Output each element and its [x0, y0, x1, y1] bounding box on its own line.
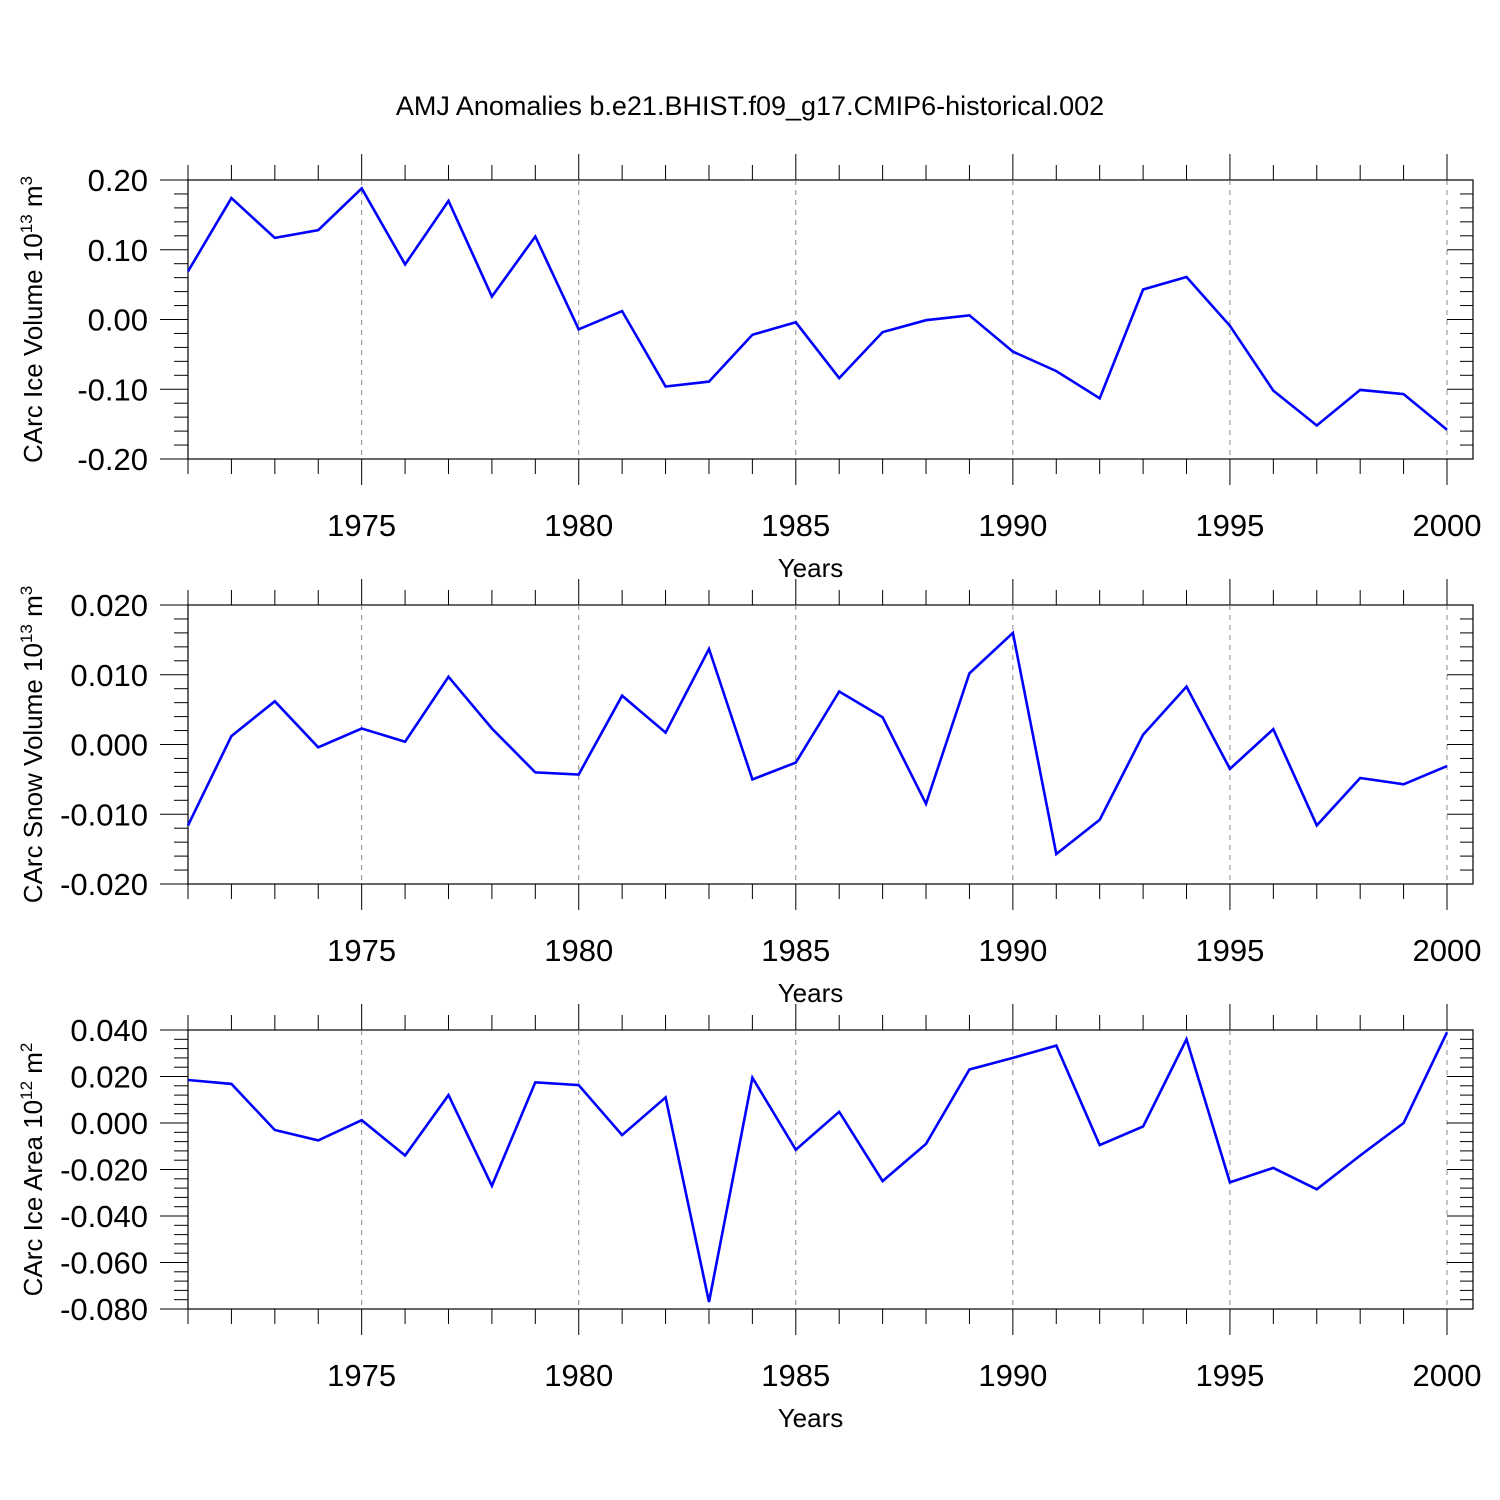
y-tick-label: -0.040	[60, 1199, 148, 1234]
y-tick-label: -0.020	[60, 1153, 148, 1188]
series-line-1	[186, 186, 1448, 431]
x-tick-label: 1985	[761, 508, 830, 543]
y-tick-label: -0.020	[60, 867, 148, 902]
x-tick-label: 1985	[761, 933, 830, 968]
chart-panel-2: 0.020 0.010 0.000 -0.010 -0.020 1975 1980 1985 1…	[17, 579, 1481, 1008]
series-line-1	[186, 630, 1448, 857]
x-tick-label: 1990	[978, 933, 1047, 968]
x-tick-label: 1980	[544, 933, 613, 968]
x-tick-label: 2000	[1413, 508, 1482, 543]
y-tick-label: 0.010	[70, 658, 148, 693]
y-tick-label: 0.020	[70, 1060, 148, 1095]
x-tick-label: 1985	[761, 1358, 830, 1393]
y-tick-label: 0.020	[70, 588, 148, 623]
x-tick-label: 1975	[327, 508, 396, 543]
y-tick-label: 0.000	[70, 1106, 148, 1141]
y-tick-label: -0.20	[77, 442, 148, 477]
x-tick-label: 1990	[978, 1358, 1047, 1393]
y-axis-label: CArc Ice Area 1012 m2	[17, 1043, 48, 1297]
x-tick-label: 1980	[544, 508, 613, 543]
x-axis-label: Years	[778, 978, 844, 1008]
y-tick-label: -0.010	[60, 797, 148, 832]
y-tick-label: -0.060	[60, 1246, 148, 1281]
y-tick-label: 0.10	[88, 233, 148, 268]
y-tick-label: 0.000	[70, 728, 148, 763]
x-tick-label: 1975	[327, 933, 396, 968]
series-line-1	[187, 1031, 1449, 1303]
y-tick-label: -0.080	[60, 1292, 148, 1327]
y-tick-label: 0.20	[88, 163, 148, 198]
y-tick-label: 0.040	[70, 1013, 148, 1048]
plot-frame	[187, 1029, 1474, 1310]
x-tick-label: 1995	[1195, 933, 1264, 968]
y-axis-label: CArc Snow Volume 1013 m3	[17, 586, 48, 903]
x-tick-label: 1995	[1195, 508, 1264, 543]
chart-panel-3: 0.040 0.020 0.000 -0.020 -0.040 -0.060 -0.080 1…	[17, 1004, 1481, 1433]
y-tick-label: 0.00	[88, 303, 148, 338]
x-axis-label: Years	[778, 553, 844, 583]
chart-panel-1: 0.20 0.10 0.00 -0.10 -0.20 1975 1980 1985 1990 19…	[17, 154, 1481, 583]
chart-title: AMJ Anomalies b.e21.BHIST.f09_g17.CMIP6-…	[396, 91, 1104, 121]
y-tick-label: -0.10	[77, 372, 148, 407]
x-tick-label: 1980	[544, 1358, 613, 1393]
x-tick-label: 1975	[327, 1358, 396, 1393]
x-tick-label: 1990	[978, 508, 1047, 543]
x-tick-label: 2000	[1413, 933, 1482, 968]
panels-group: 0.20 0.10 0.00 -0.10 -0.20 1975 1980 1985 1990 19…	[17, 154, 1481, 1433]
x-tick-label: 2000	[1413, 1358, 1482, 1393]
y-axis-label: CArc Ice Volume 1013 m3	[17, 176, 48, 463]
x-axis-label: Years	[778, 1403, 844, 1433]
x-tick-label: 1995	[1195, 1358, 1264, 1393]
